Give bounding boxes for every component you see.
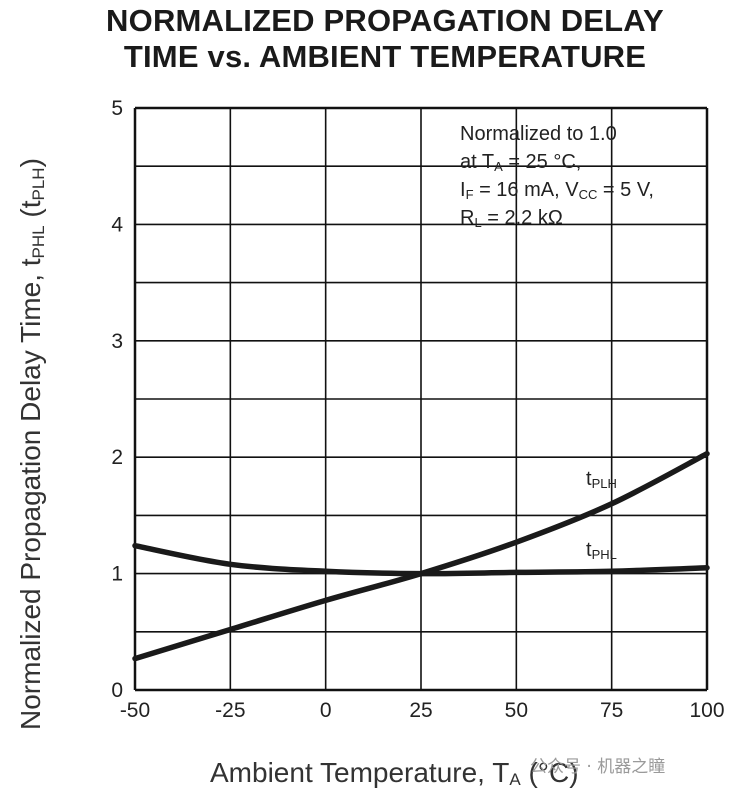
annotation: Normalized to 1.0 at TA = 25 °C, IF = 16…	[460, 123, 654, 230]
x-tick-label: 75	[600, 699, 623, 722]
x-tick-label: 25	[409, 699, 432, 722]
series-lines	[132, 450, 710, 662]
y-axis-label: Normalized Propagation Delay Time, tPHL …	[15, 158, 48, 730]
y-tick-label: 2	[111, 446, 123, 469]
x-tick-label: 100	[689, 699, 724, 722]
x-tick-label: 50	[505, 699, 528, 722]
annotation-line-3: IF = 16 mA, VCC = 5 V,	[460, 179, 654, 202]
x-tick-label: -25	[215, 699, 245, 722]
x-tick-label: -50	[120, 699, 150, 722]
series-label-tplh: tPLH	[586, 468, 617, 491]
y-tick-label: 4	[111, 213, 123, 236]
annotation-line-4: RL = 2.2 kΩ	[460, 207, 563, 230]
x-tick-label: 0	[320, 699, 332, 722]
watermark: 公众号 · 机器之瞳	[530, 757, 665, 777]
x-axis-label: Ambient Temperature, TA (°C)	[210, 757, 579, 789]
chart-title: NORMALIZED PROPAGATION DELAY	[106, 3, 664, 38]
tick-labels: -50 -25 0 25 50 75 100 0 1 2 3 4 5	[111, 97, 724, 722]
y-tick-label: 3	[111, 330, 123, 353]
annotation-line-2: at TA = 25 °C,	[460, 151, 581, 174]
series-line-tphl	[132, 542, 710, 577]
y-tick-label: 5	[111, 97, 123, 120]
y-tick-label: 1	[111, 563, 123, 586]
annotation-line-1: Normalized to 1.0	[460, 123, 617, 145]
grid	[133, 106, 709, 692]
chart-subtitle: TIME vs. AMBIENT TEMPERATURE	[123, 39, 647, 74]
y-tick-label: 0	[111, 679, 123, 702]
series-label-tphl: tPHL	[586, 539, 617, 562]
